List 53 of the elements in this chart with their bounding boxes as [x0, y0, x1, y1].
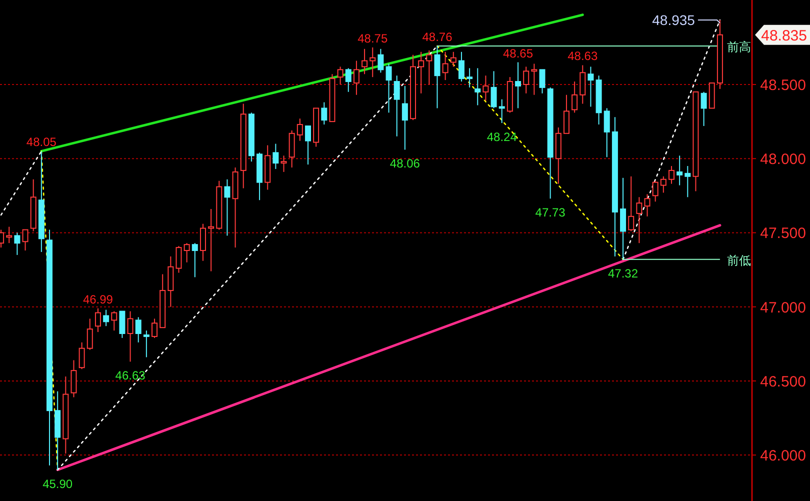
candlestick: [296, 118, 303, 142]
candlestick: [62, 376, 69, 454]
candlestick: [555, 126, 562, 184]
candlestick: [466, 68, 473, 88]
candlestick: [588, 66, 594, 108]
annotation: 48.24: [486, 130, 518, 144]
candlestick: [434, 45, 440, 109]
annotation: 47.32: [608, 266, 638, 280]
annotation: 48.76: [422, 30, 453, 44]
annotation: 47.73: [535, 206, 566, 220]
candlestick: [402, 85, 408, 150]
candlestick: [636, 196, 642, 244]
annotation: 48.63: [568, 49, 598, 64]
candlestick: [38, 150, 44, 252]
candlestick: [684, 166, 691, 198]
candlestick: [442, 51, 448, 81]
y-tick-label: 48.500: [760, 76, 806, 94]
candlestick: [515, 62, 522, 109]
annotation: 48.65: [503, 46, 534, 60]
y-tick-label: 47.000: [760, 299, 806, 316]
candlestick: [370, 46, 376, 78]
annotation: 48.06: [390, 156, 420, 171]
candlestick: [240, 103, 246, 189]
annotation: 46.99: [82, 292, 114, 306]
candlestick: [620, 177, 626, 260]
candlestick: [362, 48, 368, 75]
ref-line-label: 前高: [727, 40, 751, 54]
candlestick: [580, 64, 586, 104]
y-tick-label: 46.000: [760, 448, 806, 465]
y-tick-label: 47.500: [760, 225, 806, 242]
annotation: 48.05: [26, 135, 57, 150]
ref-line-label: 前低: [727, 253, 751, 268]
candlestick: [280, 155, 287, 172]
y-tick-label: 48.000: [760, 151, 806, 168]
candlestick: [394, 75, 400, 137]
annotation: 46.63: [115, 368, 146, 383]
annotation: 48.75: [358, 31, 388, 46]
candlestick: [474, 68, 481, 106]
candlestick: [612, 116, 618, 257]
text: 48.835: [761, 27, 807, 44]
candlestick: [208, 208, 214, 272]
y-tick-label: 46.500: [760, 373, 806, 390]
candlestick: [46, 229, 53, 466]
candlestick: [224, 178, 230, 236]
candlestick: [482, 75, 489, 102]
candlestick: [716, 20, 723, 90]
candlestick: [676, 155, 683, 186]
annotation: 45.90: [42, 476, 73, 491]
candlestick: [54, 390, 61, 470]
candlestick: [168, 256, 174, 308]
candlestick: [531, 63, 538, 96]
annotation: 48.935: [652, 12, 696, 28]
candlestick: [418, 51, 424, 94]
